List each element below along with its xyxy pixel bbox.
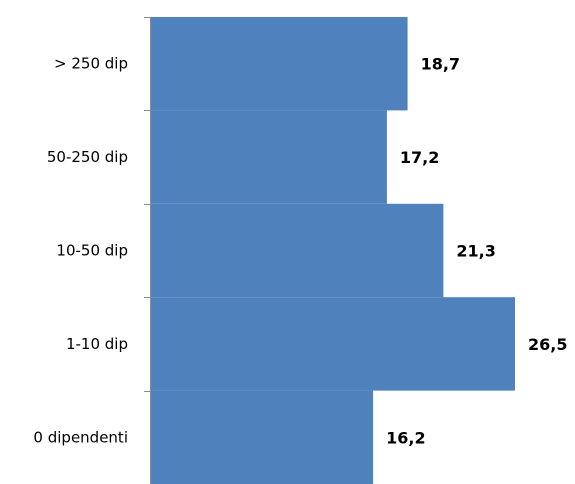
bar	[150, 203, 444, 298]
value-label: 18,7	[421, 55, 460, 74]
bar	[150, 297, 515, 391]
category-label: > 250 dip	[54, 55, 128, 73]
value-labels: 18,7 17,2 21,3 26,5 16,2	[386, 55, 567, 448]
category-labels: > 250 dip 50-250 dip 10-50 dip 1-10 dip 0 di…	[33, 55, 128, 447]
category-label: 50-250 dip	[47, 148, 128, 166]
bar	[150, 17, 408, 111]
value-label: 21,3	[456, 242, 495, 261]
category-axis	[144, 17, 151, 484]
value-label: 17,2	[400, 148, 439, 167]
bar	[150, 110, 387, 204]
bar	[150, 390, 374, 484]
category-label: 0 dipendenti	[33, 428, 128, 446]
category-label: 10-50 dip	[56, 242, 128, 260]
bars-group	[150, 17, 515, 484]
category-label: 1-10 dip	[66, 335, 128, 353]
value-label: 26,5	[528, 335, 567, 354]
value-label: 16,2	[386, 428, 425, 447]
